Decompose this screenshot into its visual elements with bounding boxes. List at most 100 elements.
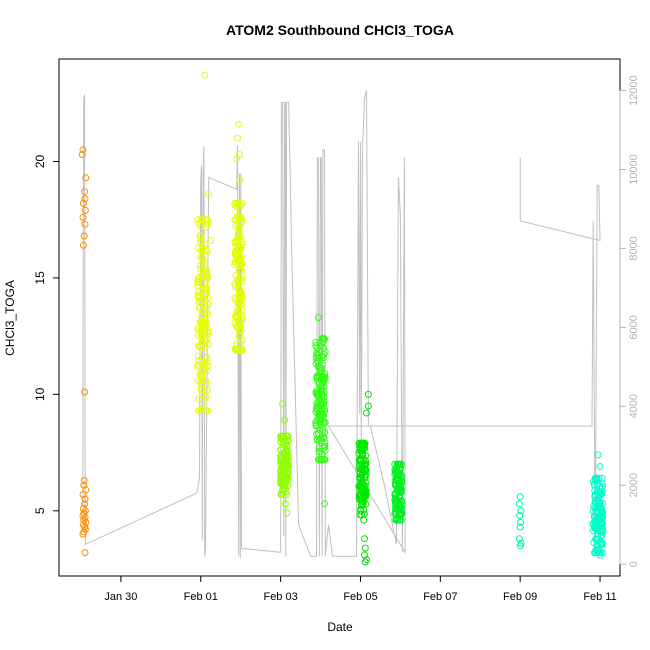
data-point: [317, 418, 325, 426]
data-point: [598, 474, 606, 482]
data-point: [320, 376, 328, 384]
data-point: [236, 333, 244, 341]
data-point: [202, 393, 210, 401]
data-point: [81, 188, 89, 196]
data-point: [277, 435, 285, 442]
data-point: [314, 407, 322, 414]
data-point: [236, 297, 244, 305]
y-axis-left: 5 10 15 20: [33, 154, 60, 514]
data-point: [320, 434, 328, 442]
data-point: [318, 352, 326, 360]
data-point: [194, 291, 202, 299]
y2-tick-label: 4000: [628, 394, 640, 418]
data-point: [233, 236, 241, 244]
x-tick-label: Feb 05: [343, 591, 377, 603]
altitude-line: [82, 90, 601, 559]
data-point: [283, 509, 291, 517]
data-point: [397, 485, 405, 493]
data-point: [364, 390, 372, 398]
data-point: [202, 283, 210, 291]
data-point: [231, 261, 239, 269]
x-axis: Jan 30 Feb 01 Feb 03 Feb 05 Feb 07 Feb 09 Feb …: [104, 575, 617, 603]
data-point: [360, 469, 367, 477]
data-point: [204, 294, 212, 302]
data-point: [231, 294, 239, 302]
data-point: [278, 452, 285, 460]
data-point: [517, 507, 525, 515]
data-point: [79, 146, 87, 154]
data-point: [285, 458, 292, 466]
data-point: [79, 241, 87, 249]
data-point: [318, 390, 326, 398]
data-point: [232, 313, 240, 321]
data-point: [235, 275, 243, 283]
data-point: [79, 491, 87, 498]
data-point: [363, 409, 370, 417]
data-point: [80, 477, 88, 484]
chart-title: ATOM2 Southbound CHCl3_TOGA: [226, 22, 454, 38]
data-point: [278, 478, 286, 486]
data-point: [281, 416, 289, 424]
data-point: [284, 432, 292, 440]
y-axis-right: 0 2000 4000 6000 8000 10000 12000: [619, 75, 640, 567]
data-point: [196, 362, 204, 370]
data-point: [202, 271, 210, 279]
data-point: [238, 315, 246, 323]
data-point: [392, 516, 400, 524]
x-tick-label: Feb 01: [184, 591, 218, 603]
data-point: [237, 245, 245, 253]
data-point: [231, 238, 239, 246]
data-point: [78, 151, 86, 158]
data-point: [596, 463, 604, 470]
data-point: [358, 449, 366, 457]
x-tick-label: Feb 11: [583, 591, 616, 603]
data-point: [194, 275, 202, 283]
data-point: [364, 402, 372, 410]
data-point: [197, 343, 205, 351]
data-point: [317, 401, 325, 409]
data-point: [201, 71, 209, 79]
data-point: [361, 558, 369, 566]
x-tick-label: Feb 07: [423, 591, 457, 603]
data-point: [360, 444, 367, 452]
data-point: [314, 390, 321, 397]
y2-tick-label: 10000: [628, 154, 640, 185]
data-point: [79, 530, 87, 538]
data-point: [203, 354, 211, 362]
data-point: [81, 500, 89, 508]
data-point: [235, 267, 243, 275]
data-point: [358, 465, 366, 473]
data-point: [81, 549, 89, 557]
data-point: [194, 352, 202, 360]
data-point: [358, 480, 366, 488]
data-point: [236, 176, 244, 184]
data-point: [321, 438, 329, 446]
data-point: [201, 361, 208, 369]
data-point: [598, 531, 606, 539]
data-point: [517, 518, 525, 526]
data-point: [361, 486, 369, 494]
data-point: [597, 520, 604, 528]
data-point: [361, 551, 368, 559]
data-point: [238, 336, 246, 344]
data-point: [320, 420, 328, 427]
x-tick-label: Feb 03: [263, 591, 297, 603]
y-tick-label: 15: [33, 271, 47, 285]
data-point: [359, 501, 367, 509]
data-point: [317, 434, 325, 442]
data-point: [312, 342, 320, 350]
data-point: [233, 155, 241, 163]
data-point: [203, 267, 211, 275]
data-point: [205, 190, 213, 198]
data-point: [396, 460, 404, 468]
data-point: [313, 351, 321, 359]
data-point: [237, 215, 245, 222]
data-point: [197, 233, 205, 241]
data-point: [202, 377, 210, 385]
data-point: [233, 312, 241, 320]
data-point: [397, 470, 404, 478]
data-point: [596, 488, 604, 496]
data-point: [81, 195, 89, 203]
data-point: [235, 299, 243, 307]
